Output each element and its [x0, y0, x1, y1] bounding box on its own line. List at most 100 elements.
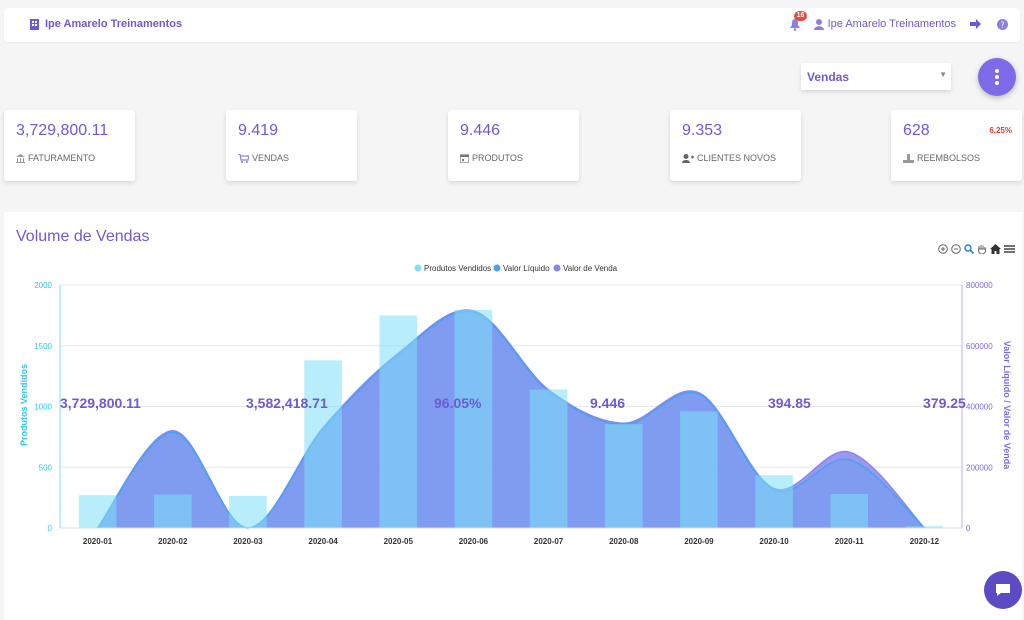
x-tick-label: 2020-06 — [459, 537, 489, 546]
select-value: Vendas — [807, 70, 850, 84]
stat-label-row: REEMBOLSOS — [903, 153, 980, 163]
x-tick-label: 2020-10 — [759, 537, 789, 546]
stat-card-vendas: 9.419 VENDAS — [226, 110, 357, 181]
user-plus-icon — [682, 153, 694, 163]
bar — [604, 424, 643, 528]
y-tick-label-left: 1500 — [34, 342, 52, 351]
stat-value: 9.446 — [460, 122, 501, 139]
stat-value: 9.353 — [682, 122, 723, 139]
y-tick-label-right: 600000 — [966, 342, 993, 351]
stat-label: PRODUTOS — [472, 153, 523, 163]
bank-icon — [16, 153, 25, 163]
zoom-out-icon[interactable] — [951, 244, 961, 254]
bar — [905, 526, 944, 528]
chat-bubble-icon — [996, 584, 1010, 596]
user-icon — [813, 18, 824, 30]
bar — [529, 389, 568, 528]
bar — [153, 494, 192, 528]
x-tick-label: 2020-07 — [534, 537, 564, 546]
summary-value: 3,582,418.71 — [246, 395, 328, 411]
summary-value: 3,729,800.11 — [60, 395, 141, 411]
stat-card-clientes: 9.353 CLIENTES NOVOS — [670, 110, 801, 181]
zoom-in-icon[interactable] — [938, 244, 948, 254]
x-tick-label: 2020-03 — [233, 537, 263, 546]
stat-card-reembolsos: 628 6,25% REEMBOLSOS — [891, 110, 1022, 181]
x-tick-label: 2020-09 — [684, 537, 714, 546]
bar — [454, 309, 493, 528]
y-tick-label-left: 500 — [39, 463, 53, 472]
brand-name: Ipe Amarelo Treinamentos — [45, 18, 183, 30]
building-icon — [30, 18, 39, 30]
x-tick-label: 2020-04 — [308, 537, 338, 546]
home-reset-icon[interactable] — [990, 244, 1001, 254]
help-icon[interactable]: ? — [997, 18, 1008, 30]
x-tick-label: 2020-01 — [83, 537, 113, 546]
chart-legend: Produtos Vendidos Valor Líquido Valor de… — [414, 264, 618, 273]
x-tick-label: 2020-02 — [158, 537, 188, 546]
user-name: Ipe Amarelo Treinamentos — [827, 18, 956, 30]
report-type-select[interactable]: Vendas ▼ — [801, 63, 951, 90]
y-tick-label-left: 1000 — [34, 403, 52, 412]
stat-value: 628 — [903, 122, 930, 139]
y-axis-right-title: Valor Líquido / Valor de Venda — [1002, 341, 1012, 471]
x-tick-label: 2020-11 — [835, 537, 864, 546]
stat-label-row: FATURAMENTO — [16, 153, 95, 163]
stat-value: 3,729,800.11 — [16, 122, 109, 139]
top-navbar: Ipe Amarelo Treinamentos 16 Ipe Amarelo … — [4, 8, 1020, 42]
y-tick-label-right: 0 — [966, 524, 971, 533]
stat-label: VENDAS — [252, 153, 290, 163]
stat-card-faturamento: 3,729,800.11 FATURAMENTO — [4, 110, 135, 181]
bell-icon — [789, 19, 800, 31]
legend-marker-liquido — [493, 264, 501, 272]
refund-icon — [903, 153, 914, 163]
notifications-button[interactable]: 16 — [789, 11, 808, 31]
legend-label-produtos[interactable]: Produtos Vendidos — [424, 264, 491, 273]
chart-areas — [96, 309, 925, 529]
bar — [680, 411, 718, 528]
stat-value: 9.419 — [238, 122, 279, 139]
y-tick-label-right: 400000 — [966, 403, 993, 412]
legend-label-venda[interactable]: Valor de Venda — [563, 264, 618, 273]
summary-value: 9.446 — [590, 395, 626, 411]
stat-label: CLIENTES NOVOS — [697, 153, 777, 163]
bar — [229, 495, 267, 528]
menu-icon[interactable] — [1004, 244, 1015, 254]
bar — [304, 360, 342, 528]
stat-label-row: CLIENTES NOVOS — [682, 153, 776, 163]
panel-title: Volume de Vendas — [16, 228, 150, 245]
stat-label-row: VENDAS — [238, 153, 289, 163]
bar — [379, 315, 418, 528]
caret-down-icon: ▼ — [939, 70, 947, 79]
y-axis-left-title: Produtos Vendidos — [19, 364, 29, 446]
y-tick-label-left: 0 — [48, 524, 53, 533]
selection-zoom-icon[interactable] — [964, 244, 974, 254]
summary-value: 394.85 — [768, 395, 811, 411]
legend-label-liquido[interactable]: Valor Líquido — [503, 264, 550, 273]
pan-hand-icon[interactable] — [977, 244, 987, 254]
area-series-1 — [97, 311, 925, 529]
cart-icon — [238, 153, 249, 163]
user-menu[interactable]: Ipe Amarelo Treinamentos — [813, 18, 956, 30]
y-tick-label-left: 2000 — [34, 281, 52, 290]
logout-icon[interactable] — [970, 19, 981, 29]
refund-percent: 6,25% — [989, 126, 1012, 135]
chat-button[interactable] — [984, 571, 1022, 609]
bar — [830, 493, 869, 528]
dot-icon — [995, 69, 999, 73]
summary-value: 96.05% — [434, 395, 482, 411]
dot-icon — [995, 75, 999, 79]
stat-label-row: PRODUTOS — [460, 153, 523, 163]
y-tick-label-right: 200000 — [966, 463, 993, 472]
x-tick-label: 2020-12 — [910, 537, 940, 546]
stat-label: FATURAMENTO — [28, 153, 96, 163]
chart-axes: 0 500 1000 1500 2000 0 200000 400000 600000 80000… — [34, 281, 993, 546]
summary-value: 379.25 — [923, 395, 966, 411]
chart-bars — [78, 309, 944, 528]
svg-text:?: ? — [1000, 20, 1004, 29]
legend-marker-produtos — [414, 264, 422, 272]
more-options-button[interactable] — [978, 58, 1016, 96]
brand[interactable]: Ipe Amarelo Treinamentos — [30, 18, 182, 30]
bar — [755, 475, 793, 528]
y-tick-label-right: 800000 — [966, 281, 993, 290]
notification-badge: 16 — [793, 11, 808, 21]
